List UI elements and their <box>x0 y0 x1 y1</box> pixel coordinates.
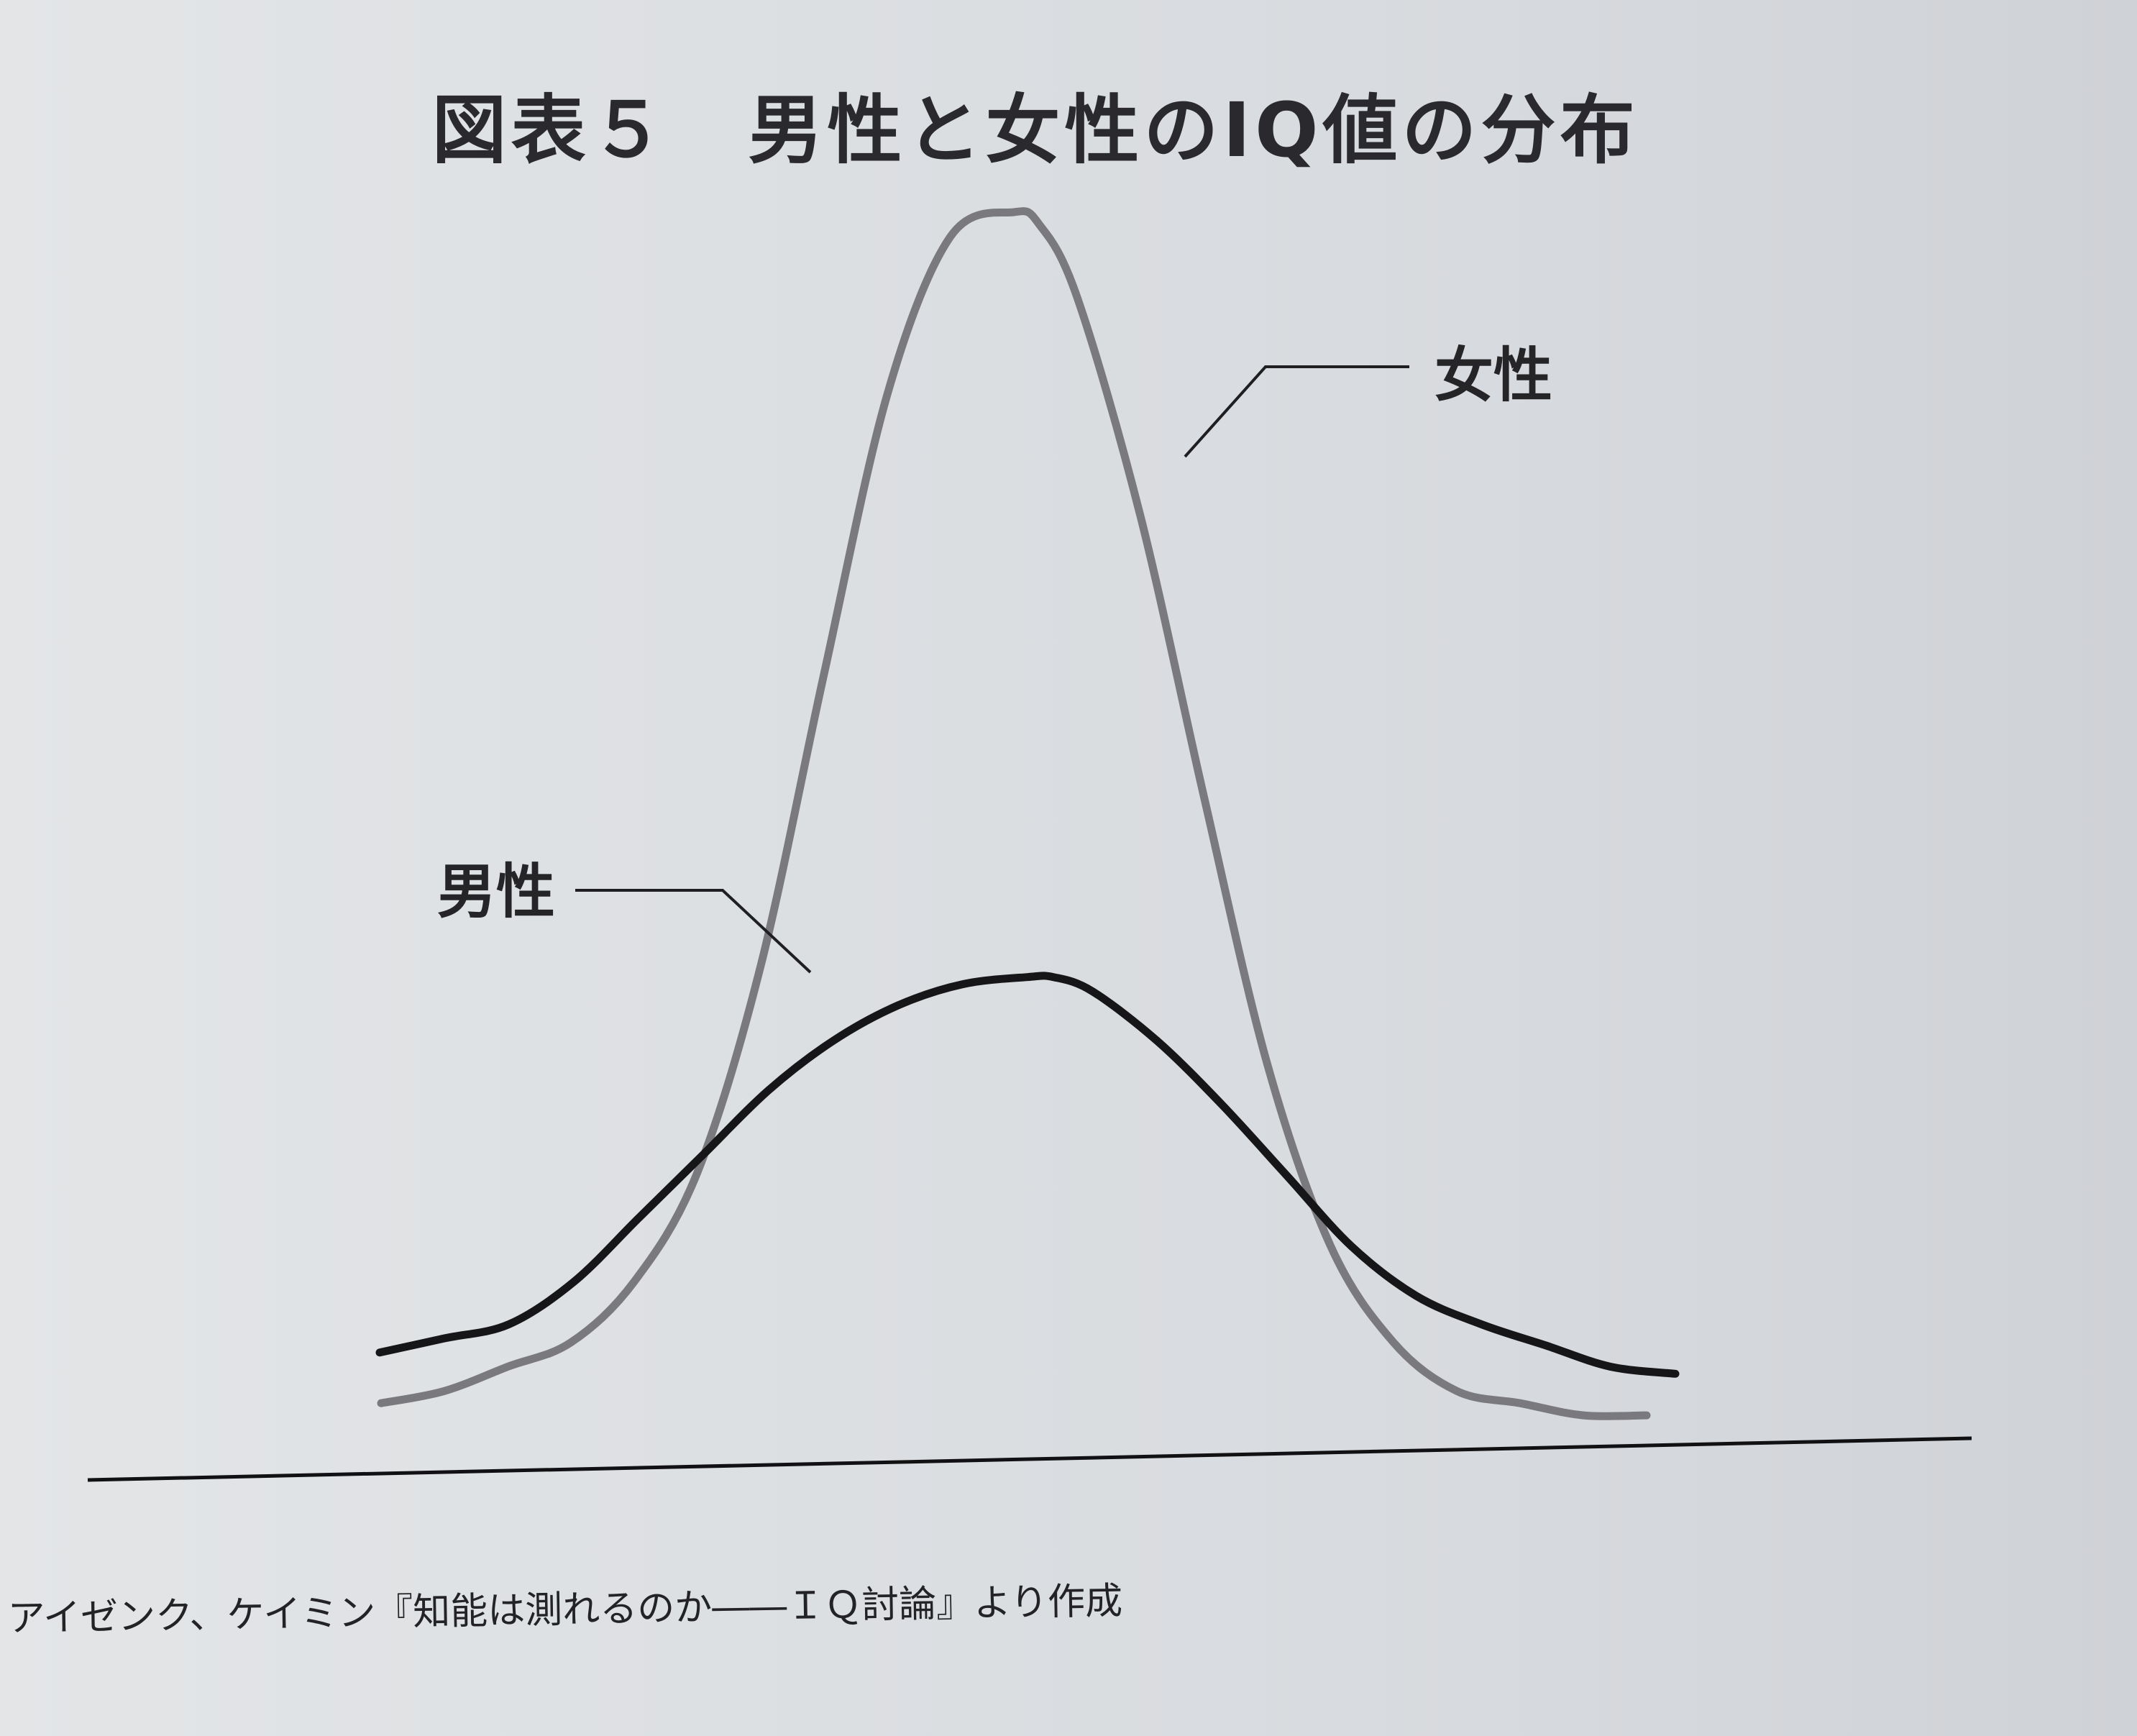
men-label-leader <box>575 889 812 974</box>
series-men-curve <box>375 972 1680 1378</box>
chart-title: 図表５ 男性と女性のIQ値の分布 <box>431 86 1639 174</box>
men-series-label: 男性 <box>437 858 555 926</box>
women-series-label: 女性 <box>1434 342 1552 410</box>
x-axis-baseline <box>87 1436 1972 1482</box>
series-women-curve <box>377 207 1651 1420</box>
women-label-leader <box>1184 365 1409 458</box>
